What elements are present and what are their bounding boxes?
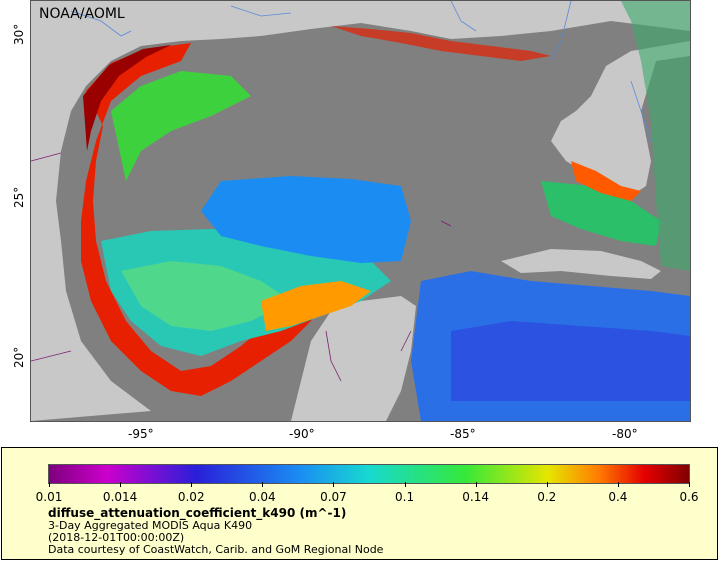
shelf-green	[111, 71, 251, 181]
colorbar-tick-label: 0.1	[395, 490, 415, 504]
credit-line: Data courtesy of CoastWatch, Carib. and …	[48, 543, 384, 556]
land-us	[31, 1, 690, 196]
campeche-orange	[261, 281, 371, 331]
colorbar-tick-mark	[191, 482, 193, 487]
colorbar-tick-mark	[689, 482, 690, 487]
central-blue	[201, 176, 411, 263]
legend-panel: diffuse_attenuation_coefficient_k490 (m^…	[1, 447, 718, 560]
colorbar-tick-mark	[475, 482, 477, 487]
campeche-green-swirl	[121, 261, 291, 331]
colorbar-tick-mark	[333, 482, 335, 487]
lat-tick-30: 30°	[12, 23, 26, 45]
colorbar-tick-label: 0.014	[102, 490, 138, 504]
land-north	[31, 1, 690, 121]
colorbar-tick-mark	[546, 482, 548, 487]
dataset-line: 3-Day Aggregated MODIS Aqua K490	[48, 519, 253, 532]
credit-label: NOAA/AOML	[39, 6, 125, 22]
lon-tick-80: -80°	[612, 427, 638, 441]
lon-tick-95: -95°	[128, 427, 154, 441]
k490-map	[31, 1, 690, 421]
colorbar-tick-mark	[49, 482, 50, 487]
colorbar-tick-label: 0.2	[537, 490, 557, 504]
coastal-dark-red	[83, 45, 171, 151]
colorbar-tick-label: 0.14	[462, 490, 490, 504]
colorbar-tick-label: 0.07	[320, 490, 347, 504]
lat-tick-25: 25°	[12, 186, 26, 208]
lon-tick-90: -90°	[289, 427, 315, 441]
map-panel[interactable]: NOAA/AOML	[30, 0, 691, 422]
north-coast-red	[331, 26, 551, 61]
colorbar-tick-mark	[120, 482, 122, 487]
lat-tick-20: 20°	[12, 346, 26, 368]
colorbar-tick-label: 0.04	[248, 490, 276, 504]
atlantic-strip	[621, 1, 690, 271]
colorbar-tick-label: 0.4	[608, 490, 628, 504]
variable-name: diffuse_attenuation_coefficient_k490 (m^…	[48, 506, 347, 520]
colorbar-tick-mark	[617, 482, 619, 487]
colorbar-tick-mark	[404, 482, 406, 487]
timestamp-line: (2018-12-01T00:00:00Z)	[48, 531, 185, 544]
colorbar-tick-label: 0.6	[679, 490, 699, 504]
florida-red-coast	[571, 161, 641, 201]
colorbar-tick-mark	[262, 482, 264, 487]
colorbar-tick-label: 0.01	[35, 490, 63, 504]
political-borders	[31, 152, 452, 382]
florida-strait-mix	[541, 181, 661, 246]
lon-tick-85: -85°	[450, 427, 476, 441]
land-cuba	[501, 249, 661, 279]
colorbar-tick-label: 0.02	[177, 490, 205, 504]
rivers	[70, 1, 652, 142]
caribbean-deep	[451, 321, 690, 401]
land-mexico-west	[31, 101, 151, 421]
colorbar	[48, 464, 690, 484]
land-yucatan	[291, 296, 416, 421]
